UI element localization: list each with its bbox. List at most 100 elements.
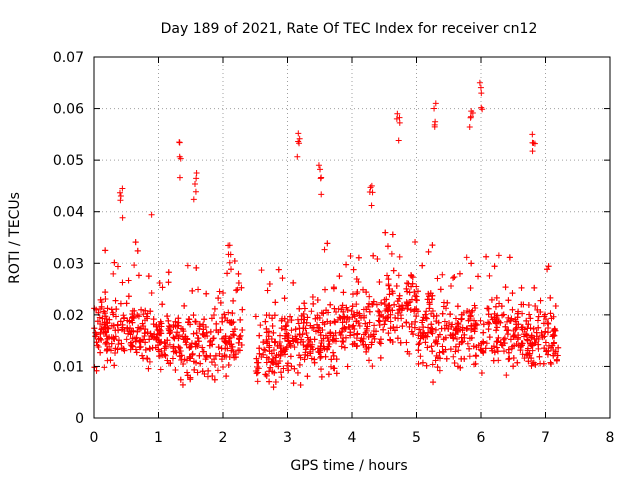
data-point	[224, 270, 231, 277]
data-point	[342, 334, 349, 341]
data-point	[328, 356, 335, 363]
data-point	[316, 349, 323, 356]
data-point	[320, 335, 327, 342]
data-point	[436, 349, 443, 356]
data-point	[211, 376, 218, 383]
data-point	[390, 323, 397, 330]
data-point	[132, 239, 139, 246]
data-point	[525, 302, 532, 309]
data-point	[469, 307, 476, 314]
data-point	[404, 348, 411, 355]
data-point	[397, 339, 404, 346]
data-point	[203, 290, 210, 297]
grid-lines	[94, 57, 610, 418]
data-point	[114, 321, 121, 328]
data-point	[115, 337, 122, 344]
data-point	[528, 362, 535, 369]
data-point	[527, 315, 534, 322]
data-point	[529, 131, 536, 138]
data-point	[377, 354, 384, 361]
data-point	[94, 342, 101, 349]
data-point	[478, 347, 485, 354]
data-point	[488, 296, 495, 303]
data-point	[134, 328, 141, 335]
data-point	[296, 135, 303, 142]
data-point	[403, 285, 410, 292]
data-point	[132, 346, 139, 353]
data-point	[477, 84, 484, 91]
data-point	[308, 343, 315, 350]
data-point	[548, 360, 555, 367]
data-point	[268, 350, 275, 357]
data-point	[417, 353, 424, 360]
y-tick-label: 0.07	[53, 50, 84, 66]
x-tick-label: 5	[412, 430, 421, 446]
data-point	[442, 334, 449, 341]
data-point	[328, 363, 335, 370]
data-point	[321, 321, 328, 328]
data-point	[505, 356, 512, 363]
data-point	[440, 348, 447, 355]
data-point	[404, 300, 411, 307]
data-point	[100, 308, 107, 315]
data-point	[478, 90, 485, 97]
data-point	[537, 297, 544, 304]
data-point	[280, 365, 287, 372]
data-point	[238, 341, 245, 348]
data-point	[384, 272, 391, 279]
data-point	[114, 263, 121, 270]
data-point	[228, 341, 235, 348]
data-point	[366, 308, 373, 315]
data-point	[203, 354, 210, 361]
data-point	[131, 262, 138, 269]
data-point	[463, 325, 470, 332]
data-point	[215, 329, 222, 336]
data-point	[147, 308, 154, 315]
data-point	[209, 372, 216, 379]
data-point	[351, 326, 358, 333]
data-point	[483, 253, 490, 260]
data-point	[504, 318, 511, 325]
data-point	[225, 362, 232, 369]
data-point	[102, 289, 109, 296]
data-point	[366, 319, 373, 326]
data-point	[129, 307, 136, 314]
data-point	[180, 328, 187, 335]
data-point	[224, 345, 231, 352]
data-point	[188, 343, 195, 350]
data-point	[295, 320, 302, 327]
data-point	[376, 339, 383, 346]
data-point	[330, 352, 337, 359]
data-point	[301, 300, 308, 307]
data-point	[219, 353, 226, 360]
data-point	[263, 336, 270, 343]
data-point	[93, 367, 100, 374]
data-point	[500, 336, 507, 343]
data-point	[435, 319, 442, 326]
y-tick-label: 0.05	[53, 153, 84, 169]
data-point	[302, 325, 309, 332]
data-point	[371, 335, 378, 342]
data-point	[552, 302, 559, 309]
data-point	[127, 341, 134, 348]
data-point	[322, 286, 329, 293]
data-point	[101, 364, 108, 371]
data-point	[422, 339, 429, 346]
data-point	[138, 306, 145, 313]
data-point	[327, 329, 334, 336]
data-point	[296, 352, 303, 359]
data-point	[378, 299, 385, 306]
data-point	[140, 355, 147, 362]
data-point	[262, 347, 269, 354]
data-point	[381, 321, 388, 328]
data-point	[532, 361, 539, 368]
data-point	[142, 339, 149, 346]
data-point	[177, 155, 184, 162]
x-tick-label: 4	[348, 430, 357, 446]
data-point	[459, 338, 466, 345]
data-point	[120, 315, 127, 322]
data-point	[237, 316, 244, 323]
data-point	[169, 355, 176, 362]
data-point	[129, 319, 136, 326]
data-point	[228, 266, 235, 273]
